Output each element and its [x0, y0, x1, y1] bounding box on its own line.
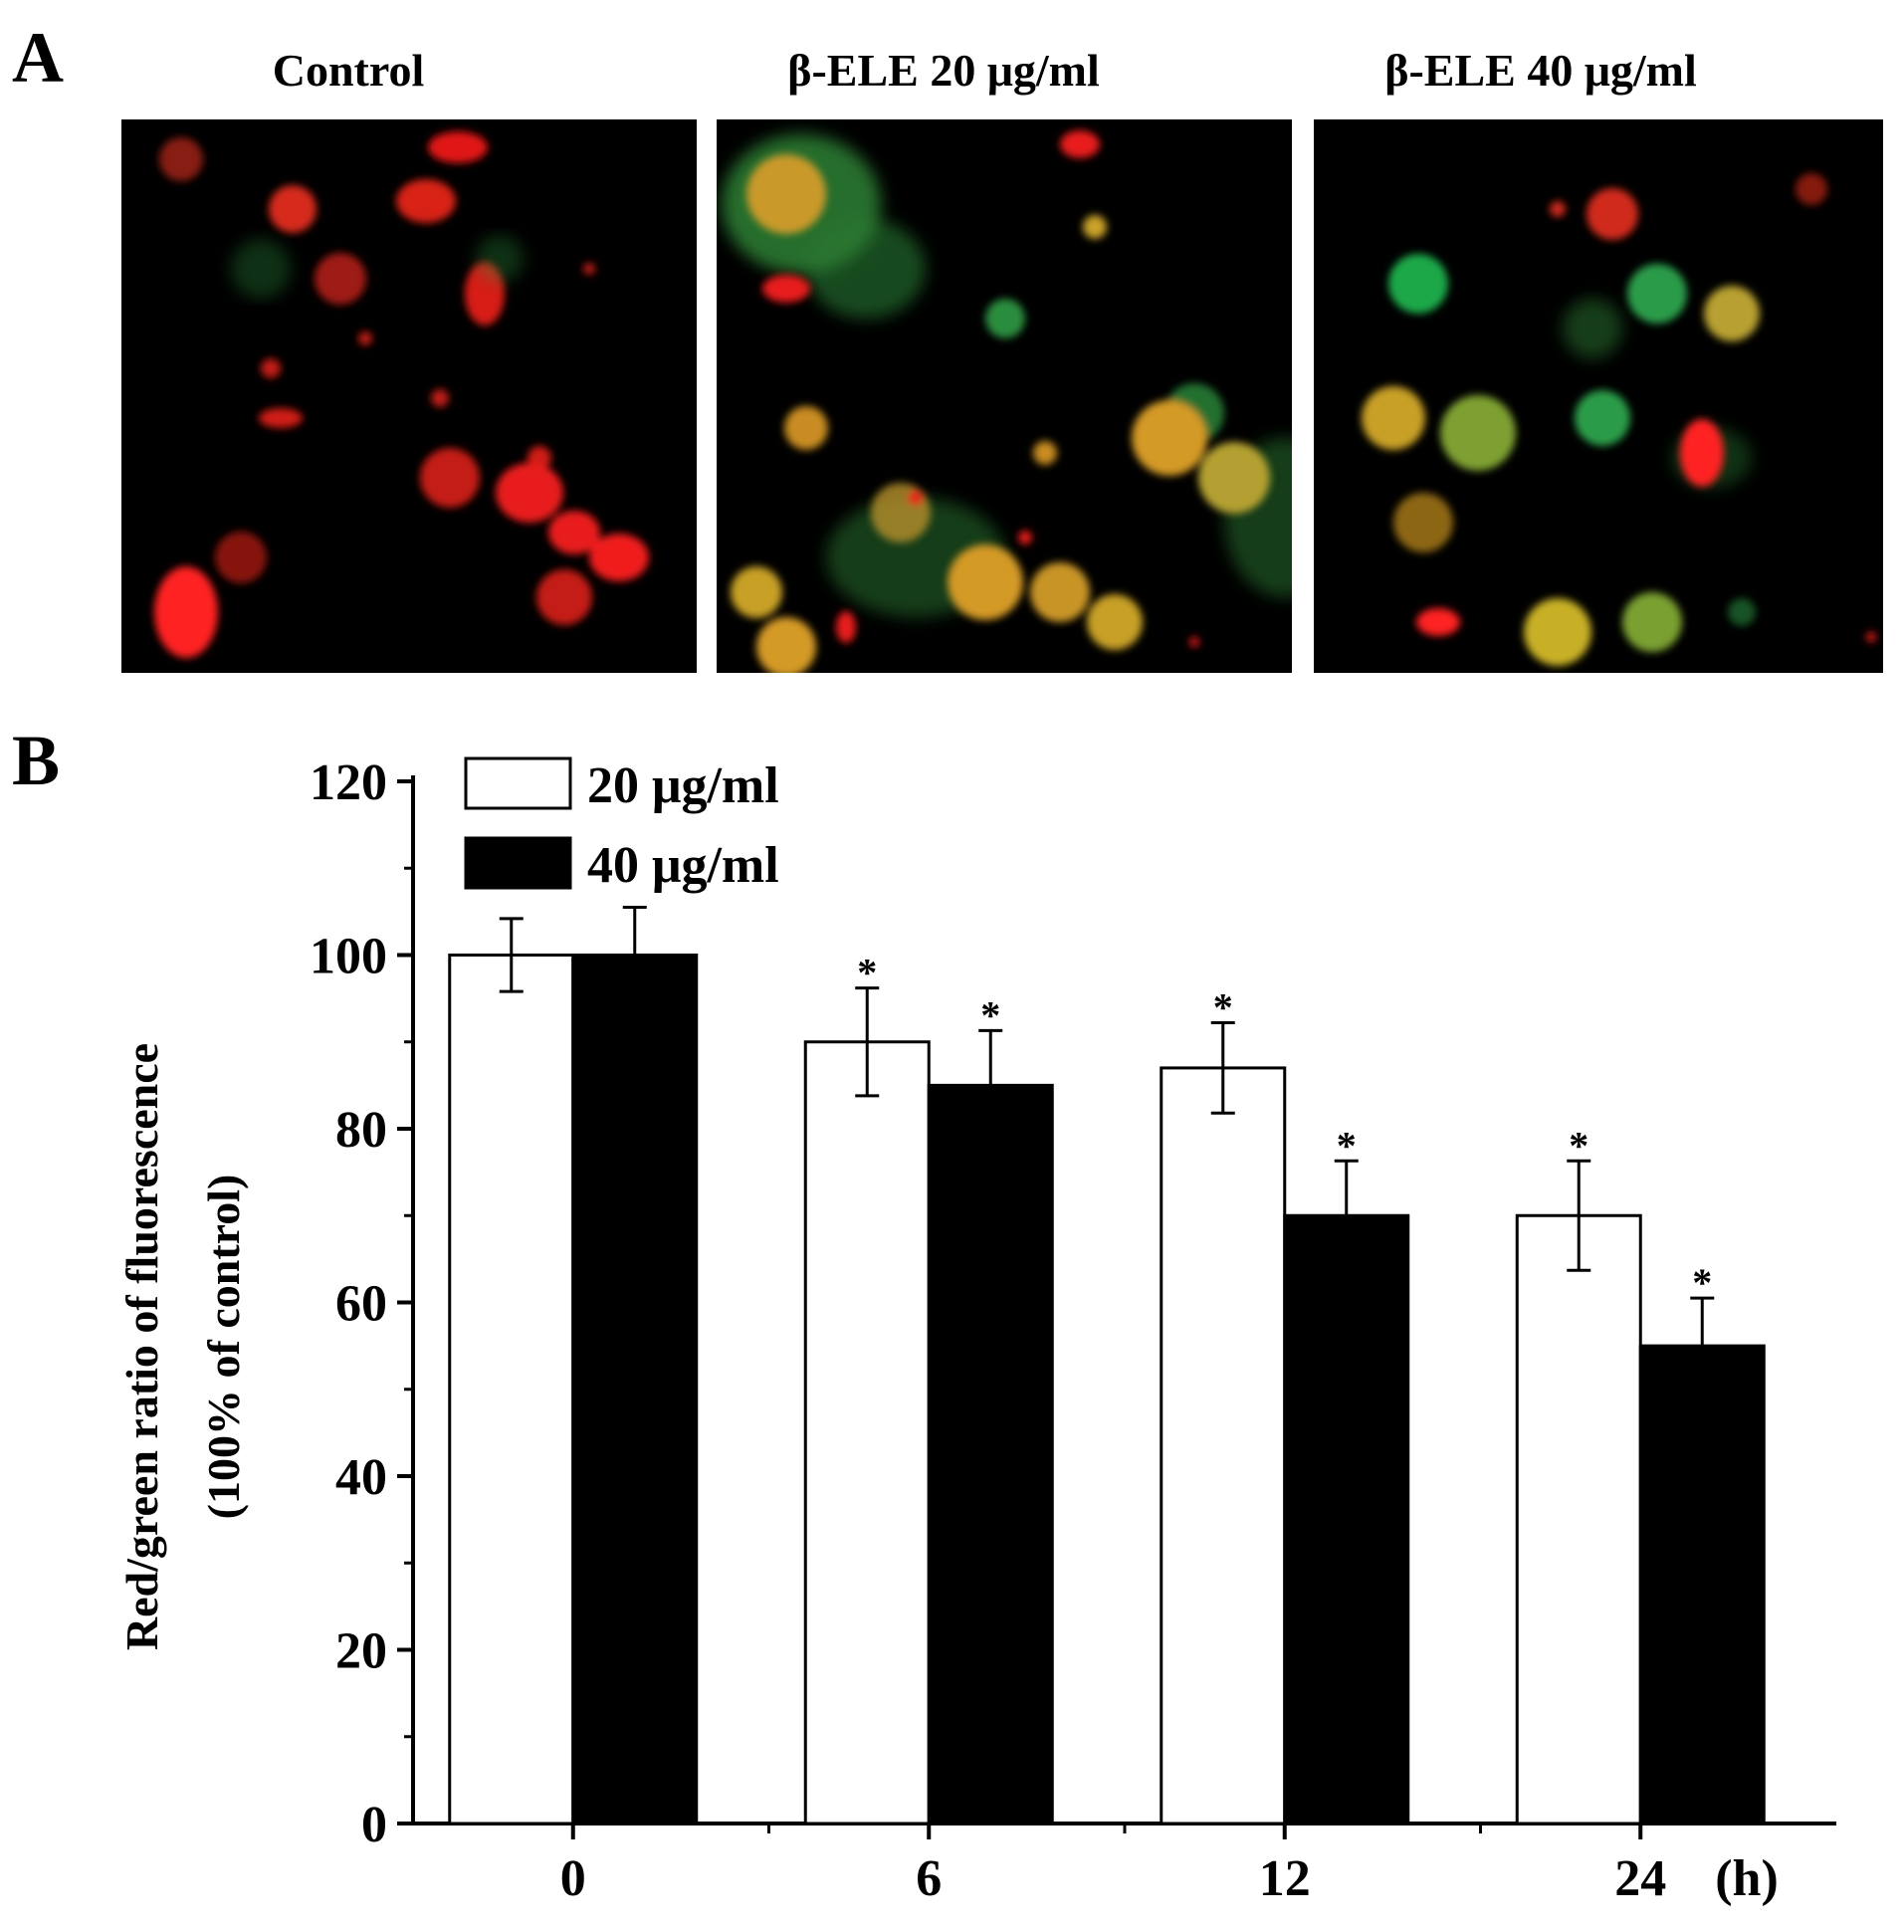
bar	[1160, 1066, 1287, 1825]
y-tick-label: 40	[335, 1449, 387, 1506]
panel-a-label: A	[12, 18, 64, 98]
legend-swatch	[464, 756, 572, 810]
y-tick-label: 60	[335, 1276, 387, 1333]
y-axis-label-line-2: (100% of control)	[198, 1175, 249, 1520]
y-axis-label: Red/green ratio of fluorescence (100% of…	[116, 1043, 249, 1650]
y-tick-label: 20	[335, 1623, 387, 1680]
x-tick-label: 0	[560, 1850, 586, 1907]
micrograph-40	[1314, 119, 1883, 673]
significance-marker: *	[980, 992, 1000, 1037]
panel-b-label: B	[12, 721, 61, 800]
y-axis-label-line-1: Red/green ratio of fluorescence	[116, 1043, 167, 1650]
bar	[571, 954, 699, 1825]
significance-marker: *	[1213, 985, 1233, 1030]
micrograph-40-image	[1362, 173, 1876, 666]
significance-marker: *	[1569, 1123, 1588, 1168]
y-tick-label: 0	[361, 1797, 387, 1853]
micrograph-title-40: β-ELE 40 μg/ml	[1384, 45, 1697, 96]
micrograph-control-image	[154, 131, 649, 658]
x-unit-label: (h)	[1715, 1850, 1779, 1907]
x-tick-label: 6	[916, 1850, 942, 1907]
micrograph-control	[121, 119, 697, 673]
bar-chart: Red/green ratio of fluorescence (100% of…	[116, 754, 1836, 1907]
bar	[448, 954, 575, 1825]
significance-marker: *	[1337, 1123, 1357, 1168]
micrograph-20	[717, 119, 1292, 673]
legend-swatch	[464, 836, 572, 890]
bar	[927, 1083, 1054, 1825]
bar	[1283, 1213, 1410, 1825]
bar	[803, 1040, 931, 1825]
y-tick-label: 100	[310, 929, 387, 985]
significance-marker: *	[857, 951, 877, 995]
micrograph-title-20: β-ELE 20 μg/ml	[787, 45, 1100, 96]
x-tick-label: 24	[1614, 1850, 1666, 1907]
bar	[1515, 1213, 1642, 1825]
micrograph-20-image	[722, 130, 1292, 673]
x-tick-label: 12	[1259, 1850, 1311, 1907]
y-tick-label: 120	[310, 754, 387, 811]
legend-label: 40 μg/ml	[587, 837, 779, 894]
significance-marker: *	[1692, 1260, 1712, 1305]
y-tick-label: 80	[335, 1102, 387, 1159]
legend-label: 20 μg/ml	[587, 757, 779, 814]
micrograph-title-control: Control	[272, 45, 425, 96]
bar	[1638, 1344, 1766, 1825]
